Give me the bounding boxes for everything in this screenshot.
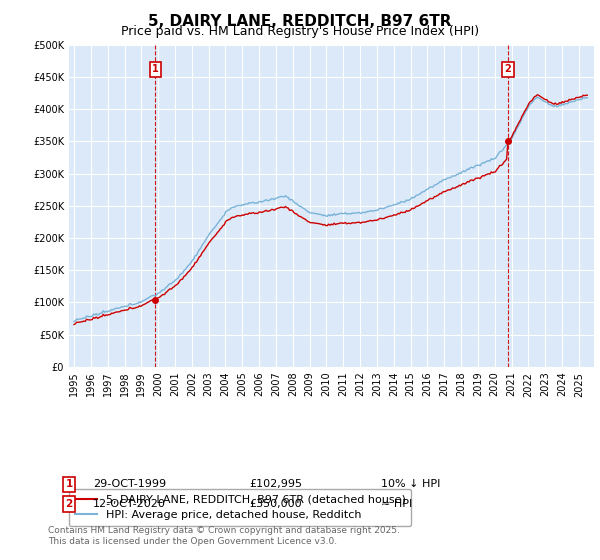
- Text: 1: 1: [65, 479, 73, 489]
- Legend: 5, DAIRY LANE, REDDITCH, B97 6TR (detached house), HPI: Average price, detached : 5, DAIRY LANE, REDDITCH, B97 6TR (detach…: [69, 489, 411, 526]
- Text: ≈ HPI: ≈ HPI: [381, 499, 412, 509]
- Text: Contains HM Land Registry data © Crown copyright and database right 2025.
This d: Contains HM Land Registry data © Crown c…: [48, 526, 400, 546]
- Text: Price paid vs. HM Land Registry's House Price Index (HPI): Price paid vs. HM Land Registry's House …: [121, 25, 479, 38]
- Text: 29-OCT-1999: 29-OCT-1999: [93, 479, 166, 489]
- Text: 10% ↓ HPI: 10% ↓ HPI: [381, 479, 440, 489]
- Text: 12-OCT-2020: 12-OCT-2020: [93, 499, 166, 509]
- Text: 5, DAIRY LANE, REDDITCH, B97 6TR: 5, DAIRY LANE, REDDITCH, B97 6TR: [148, 14, 452, 29]
- Text: 2: 2: [505, 64, 511, 74]
- Text: 1: 1: [152, 64, 158, 74]
- Text: £350,000: £350,000: [249, 499, 302, 509]
- Text: £102,995: £102,995: [249, 479, 302, 489]
- Text: 2: 2: [65, 499, 73, 509]
